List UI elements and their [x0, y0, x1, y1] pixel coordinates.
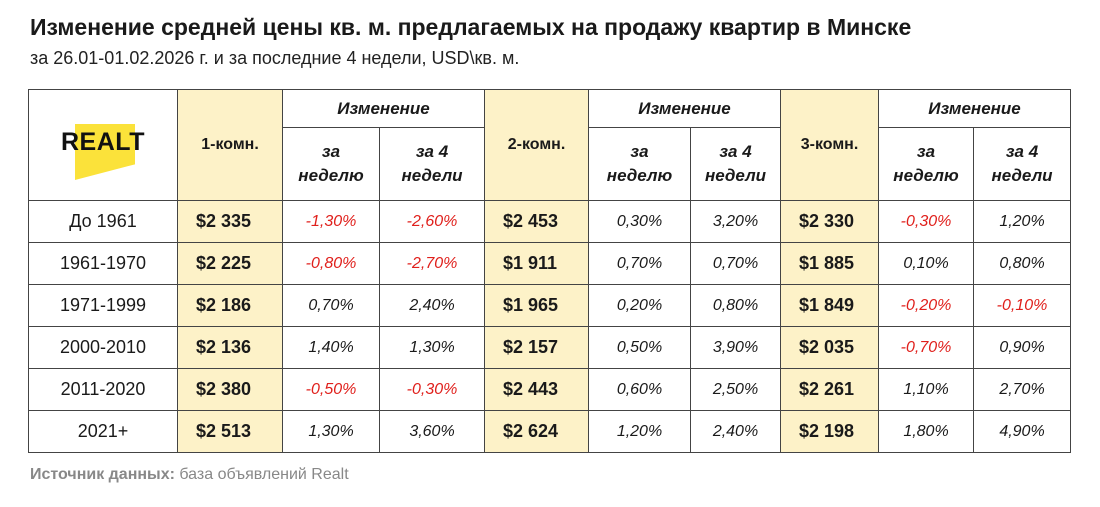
change-week-2room: 0,70%: [588, 242, 691, 285]
header-4weeks-1: за 4 недели: [379, 127, 485, 201]
price-table: REALT 1-комн. Изменение 2-комн. Изменени…: [28, 89, 1071, 453]
price-3room: $2 035: [780, 326, 879, 369]
price-3room: $2 261: [780, 368, 879, 411]
change-4weeks-2room: 3,90%: [690, 326, 781, 369]
header-week-3: за неделю: [878, 127, 974, 201]
logo-text: REALT: [61, 128, 145, 156]
source-text: база объявлений Realt: [174, 466, 349, 483]
price-1room: $2 136: [177, 326, 283, 369]
header-room-1: 1-комн.: [177, 89, 283, 201]
change-week-3room: -0,70%: [878, 326, 974, 369]
period-cell: 1971-1999: [28, 284, 178, 327]
change-4weeks-2room: 2,50%: [690, 368, 781, 411]
change-4weeks-1room: 3,60%: [379, 410, 485, 453]
change-4weeks-3room: 1,20%: [973, 200, 1071, 243]
table-row: 1961-1970 $2 225 -0,80% -2,70% $1 911 0,70% 0,…: [28, 242, 1071, 285]
price-2room: $2 624: [484, 410, 589, 453]
price-2room: $1 965: [484, 284, 589, 327]
change-4weeks-1room: -2,60%: [379, 200, 485, 243]
price-1room: $2 186: [177, 284, 283, 327]
logo-cell: REALT: [28, 89, 178, 201]
period-cell: До 1961: [28, 200, 178, 243]
page-subtitle: за 26.01-01.02.2026 г. и за последние 4 …: [30, 48, 520, 68]
header-change-3: Изменение: [878, 89, 1071, 128]
change-week-1room: -0,80%: [282, 242, 380, 285]
change-week-2room: 0,30%: [588, 200, 691, 243]
change-4weeks-3room: 0,80%: [973, 242, 1071, 285]
source-note: Источник данных: база объявлений Realt: [30, 466, 349, 484]
price-2room: $2 157: [484, 326, 589, 369]
change-week-2room: 0,60%: [588, 368, 691, 411]
change-4weeks-2room: 0,80%: [690, 284, 781, 327]
change-week-2room: 0,20%: [588, 284, 691, 327]
period-cell: 2000-2010: [28, 326, 178, 369]
price-2room: $2 443: [484, 368, 589, 411]
change-week-3room: -0,30%: [878, 200, 974, 243]
change-4weeks-3room: 2,70%: [973, 368, 1071, 411]
header-4weeks-3: за 4 недели: [973, 127, 1071, 201]
change-week-1room: 1,30%: [282, 410, 380, 453]
change-week-3room: -0,20%: [878, 284, 974, 327]
header-change-1: Изменение: [282, 89, 485, 128]
change-week-1room: 1,40%: [282, 326, 380, 369]
realt-logo: REALT: [38, 110, 168, 180]
change-4weeks-3room: -0,10%: [973, 284, 1071, 327]
change-week-3room: 0,10%: [878, 242, 974, 285]
change-4weeks-3room: 0,90%: [973, 326, 1071, 369]
price-1room: $2 225: [177, 242, 283, 285]
table-row: До 1961 $2 335 -1,30% -2,60% $2 453 0,30% 3,20…: [28, 200, 1071, 243]
header-4weeks-2: за 4 недели: [690, 127, 781, 201]
period-cell: 2011-2020: [28, 368, 178, 411]
change-4weeks-2room: 3,20%: [690, 200, 781, 243]
change-week-1room: -1,30%: [282, 200, 380, 243]
change-week-3room: 1,80%: [878, 410, 974, 453]
source-label: Источник данных:: [30, 466, 175, 483]
change-4weeks-1room: -0,30%: [379, 368, 485, 411]
header-week-2: за неделю: [588, 127, 691, 201]
price-1room: $2 513: [177, 410, 283, 453]
table-row: 1971-1999 $2 186 0,70% 2,40% $1 965 0,20% 0,80…: [28, 284, 1071, 327]
price-2room: $1 911: [484, 242, 589, 285]
change-week-2room: 1,20%: [588, 410, 691, 453]
change-4weeks-1room: -2,70%: [379, 242, 485, 285]
period-cell: 2021+: [28, 410, 178, 453]
price-3room: $2 330: [780, 200, 879, 243]
header-week-1: за неделю: [282, 127, 380, 201]
change-4weeks-3room: 4,90%: [973, 410, 1071, 453]
period-cell: 1961-1970: [28, 242, 178, 285]
price-3room: $1 885: [780, 242, 879, 285]
price-2room: $2 453: [484, 200, 589, 243]
header-room-2: 2-комн.: [484, 89, 589, 201]
change-4weeks-1room: 1,30%: [379, 326, 485, 369]
header-room-3: 3-комн.: [780, 89, 879, 201]
change-4weeks-2room: 2,40%: [690, 410, 781, 453]
change-week-2room: 0,50%: [588, 326, 691, 369]
page-title: Изменение средней цены кв. м. предлагаем…: [30, 14, 912, 40]
change-4weeks-1room: 2,40%: [379, 284, 485, 327]
table-row: 2011-2020 $2 380 -0,50% -0,30% $2 443 0,60% 2,…: [28, 368, 1071, 411]
price-1room: $2 335: [177, 200, 283, 243]
header-change-2: Изменение: [588, 89, 781, 128]
table-row: 2021+ $2 513 1,30% 3,60% $2 624 1,20% 2,40% $2 …: [28, 410, 1071, 453]
price-3room: $2 198: [780, 410, 879, 453]
change-week-1room: 0,70%: [282, 284, 380, 327]
price-3room: $1 849: [780, 284, 879, 327]
change-4weeks-2room: 0,70%: [690, 242, 781, 285]
change-week-3room: 1,10%: [878, 368, 974, 411]
table-row: 2000-2010 $2 136 1,40% 1,30% $2 157 0,50% 3,90…: [28, 326, 1071, 369]
price-1room: $2 380: [177, 368, 283, 411]
change-week-1room: -0,50%: [282, 368, 380, 411]
